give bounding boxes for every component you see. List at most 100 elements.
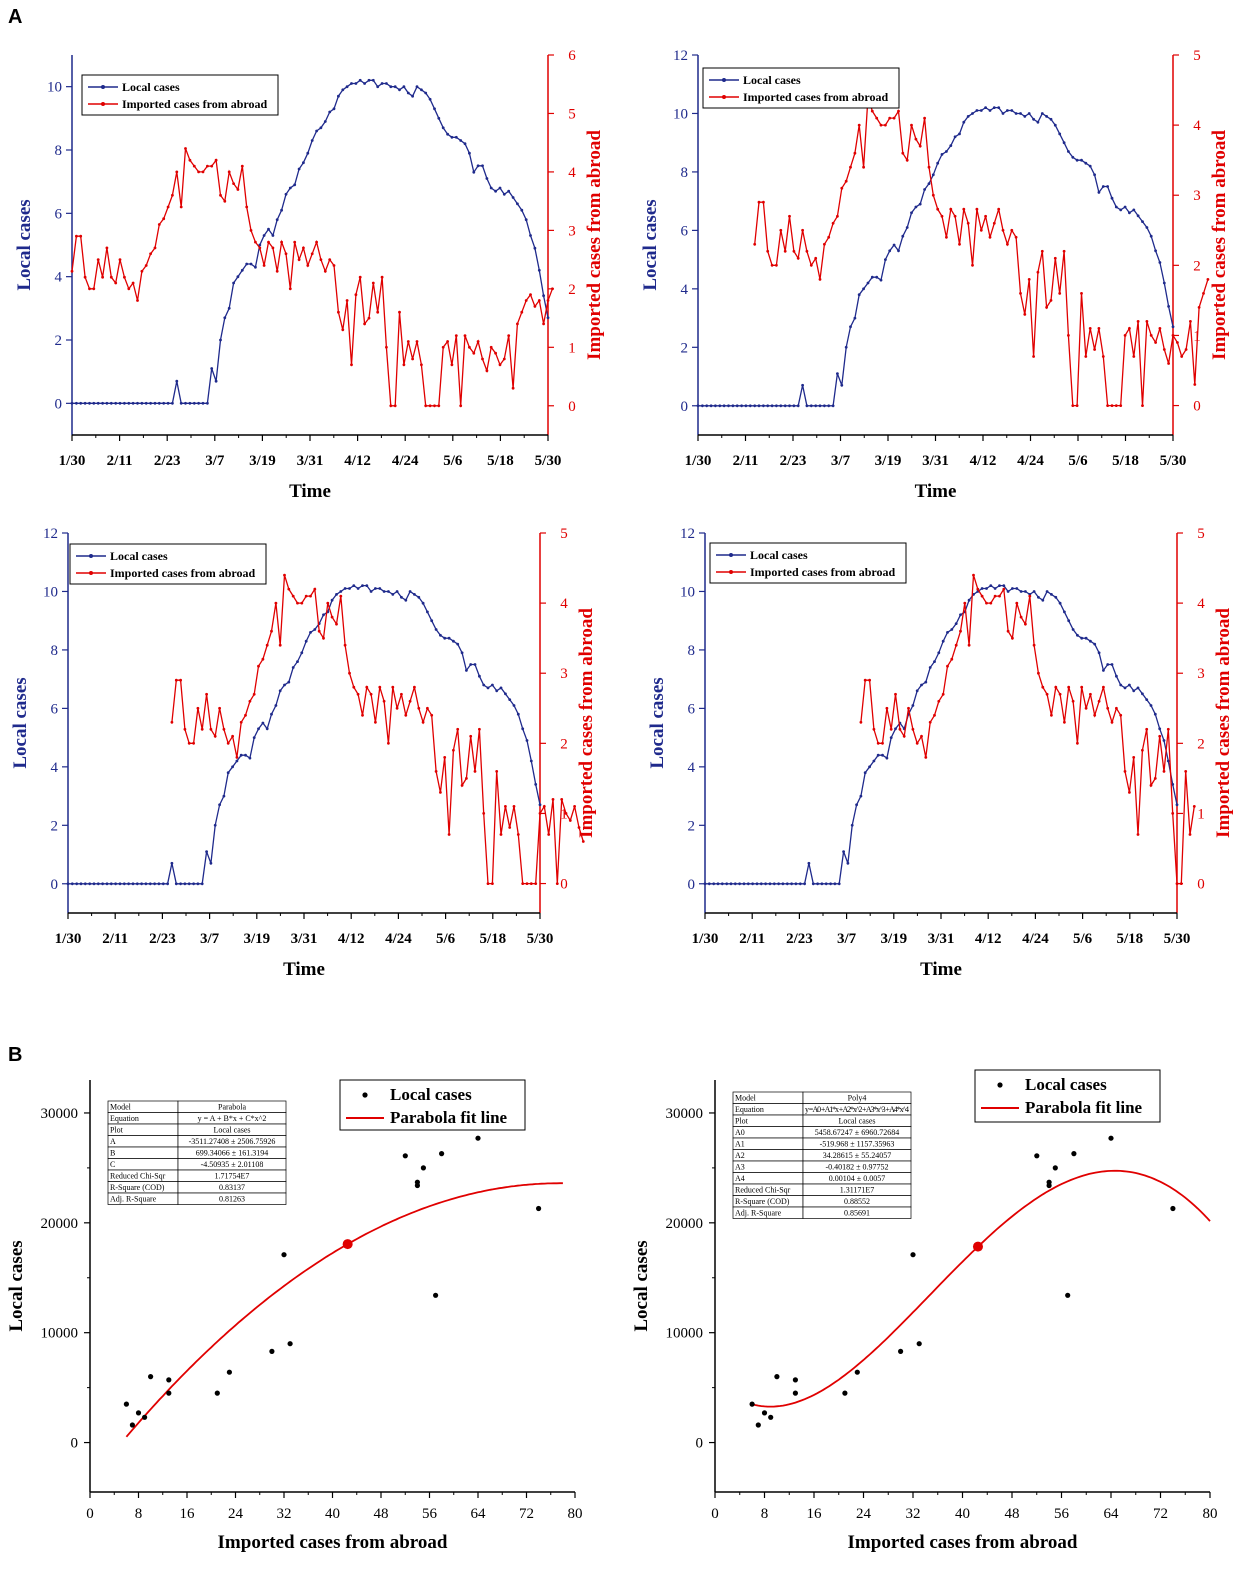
imported-cases-point xyxy=(914,137,918,141)
imported-cases-point xyxy=(291,594,295,598)
x-tick-label: 5/6 xyxy=(1068,453,1088,469)
local-cases-point xyxy=(1088,164,1092,168)
imported-cases-point xyxy=(1040,249,1044,253)
local-cases-point xyxy=(1136,214,1140,218)
right-y-tick-label: 4 xyxy=(1197,596,1205,612)
local-cases-point xyxy=(171,401,174,405)
local-cases-point xyxy=(452,639,455,643)
local-cases-point xyxy=(101,401,104,405)
local-cases-point xyxy=(946,631,949,634)
imported-cases-point xyxy=(1101,355,1105,358)
local-cases-point xyxy=(280,208,283,212)
imported-cases-point xyxy=(209,727,213,731)
imported-cases-point xyxy=(1097,327,1101,330)
scatter-point xyxy=(916,1341,922,1347)
legend-marker xyxy=(89,571,93,575)
imported-cases-point xyxy=(859,720,863,724)
imported-cases-point xyxy=(560,798,564,801)
imported-cases-point xyxy=(1167,362,1170,365)
stats-table-key: R-Square (COD) xyxy=(735,1197,790,1206)
local-cases-point xyxy=(781,882,785,886)
imported-cases-point xyxy=(928,720,932,724)
local-cases-point xyxy=(1149,704,1153,707)
local-cases-point xyxy=(840,383,844,387)
imported-cases-point xyxy=(881,741,884,745)
imported-cases-point xyxy=(950,657,954,661)
imported-cases-point xyxy=(573,805,576,808)
local-cases-point xyxy=(473,663,477,666)
imported-cases-point xyxy=(1162,770,1166,773)
imported-cases-point xyxy=(783,249,787,253)
x-tick-label: 5/6 xyxy=(436,931,456,947)
imported-cases-point xyxy=(278,643,282,647)
local-cases-point xyxy=(499,686,503,690)
stats-table-cell xyxy=(107,1135,179,1148)
imported-cases-point xyxy=(417,706,421,710)
x-tick-label: 24 xyxy=(856,1506,872,1522)
panel-label-b: B xyxy=(8,1044,23,1066)
local-cases-point xyxy=(764,882,767,886)
local-cases-point xyxy=(136,401,139,405)
imported-cases-point xyxy=(472,351,476,355)
left-y-tick-label: 10 xyxy=(47,80,62,96)
scatter-point xyxy=(842,1390,848,1396)
imported-cases-point xyxy=(187,741,191,745)
x-tick-label: 2/23 xyxy=(149,931,176,947)
imported-cases-point xyxy=(894,692,897,696)
local-cases-point xyxy=(707,882,711,886)
left-y-tick-label: 10 xyxy=(680,584,695,600)
scatter-point xyxy=(768,1414,774,1420)
imported-cases-point xyxy=(1089,692,1092,696)
imported-cases-point xyxy=(564,812,568,815)
imported-cases-point xyxy=(941,692,945,696)
imported-cases-point xyxy=(844,179,848,183)
local-cases-point xyxy=(520,208,524,212)
imported-cases-point xyxy=(402,363,406,367)
local-cases-point xyxy=(361,584,364,587)
left-y-tick-label: 4 xyxy=(51,760,59,776)
local-cases-point xyxy=(836,372,839,375)
local-cases-point xyxy=(109,401,113,405)
local-cases-point xyxy=(954,622,958,625)
local-cases-point xyxy=(231,765,235,769)
local-cases-point xyxy=(722,404,726,408)
local-cases-point xyxy=(1145,226,1149,229)
imported-cases-point xyxy=(463,334,467,337)
imported-cases-point xyxy=(1067,334,1070,337)
imported-cases-point xyxy=(1110,404,1114,407)
imported-cases-point xyxy=(382,699,386,703)
imported-cases-point xyxy=(534,882,538,885)
imported-cases-point xyxy=(109,275,113,279)
local-cases-point xyxy=(842,850,845,853)
imported-cases-point xyxy=(378,685,382,689)
stats-table-value: -3511.27408 ± 2506.75926 xyxy=(189,1137,276,1146)
local-cases-point xyxy=(729,882,733,886)
local-cases-point xyxy=(166,401,170,405)
imported-cases-point xyxy=(862,165,865,169)
imported-cases-point xyxy=(494,351,497,355)
imported-cases-point xyxy=(1149,784,1153,787)
stats-table-cell xyxy=(177,1192,287,1205)
local-cases-point xyxy=(350,82,353,85)
legend-entry: Imported cases from abroad xyxy=(750,565,896,579)
local-cases-point xyxy=(792,404,796,408)
local-cases-line xyxy=(68,584,541,885)
right-y-tick-label: 5 xyxy=(1193,48,1201,64)
left-y-tick-label: 6 xyxy=(51,701,59,717)
y-axis-title: Local cases xyxy=(6,1240,27,1331)
local-cases-point xyxy=(1063,610,1066,614)
local-cases-point xyxy=(345,85,349,89)
imported-cases-point xyxy=(801,228,804,232)
scatter-point xyxy=(402,1153,408,1159)
local-cases-point xyxy=(538,803,542,807)
imported-cases-point xyxy=(966,221,970,225)
local-cases-point xyxy=(920,683,923,687)
stats-table-key: A3 xyxy=(735,1163,745,1172)
local-cases-point xyxy=(905,226,909,229)
local-cases-point xyxy=(209,861,213,865)
local-cases-point xyxy=(201,401,205,405)
imported-cases-point xyxy=(907,706,910,710)
imported-cases-point xyxy=(1153,777,1157,780)
imported-cases-point xyxy=(911,727,915,731)
imported-cases-point xyxy=(1102,685,1105,689)
